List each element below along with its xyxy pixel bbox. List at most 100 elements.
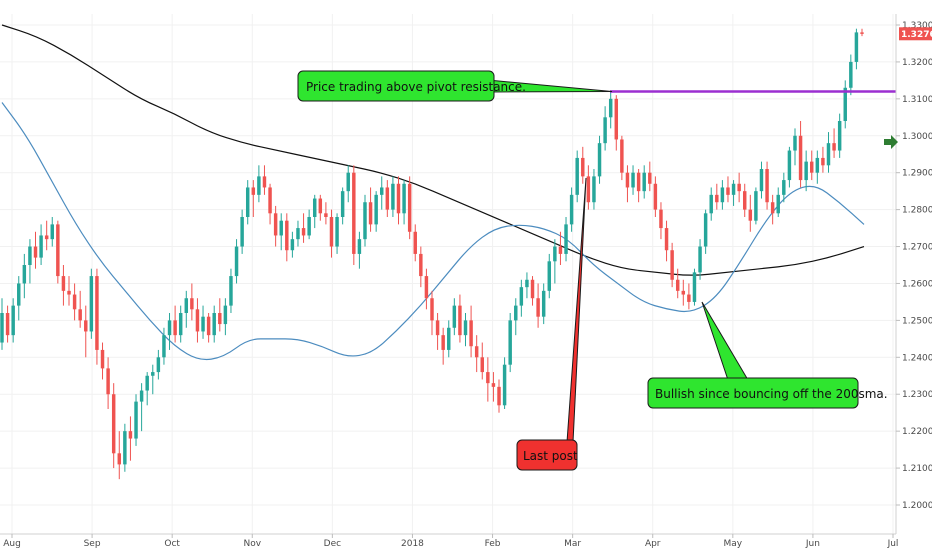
candle (709, 187, 713, 221)
candle (832, 128, 836, 158)
candle-body (218, 313, 222, 325)
candle (737, 172, 741, 203)
candle-body (201, 316, 205, 332)
candle-body (782, 180, 786, 195)
candle (178, 305, 183, 343)
y-tick-label: 1.23000 (902, 390, 932, 400)
x-tick-label: May (724, 539, 743, 549)
candle-body (793, 135, 797, 151)
y-tick-label: 1.24000 (902, 353, 932, 363)
candle (597, 135, 602, 184)
candle (659, 202, 663, 240)
candle (396, 176, 401, 225)
candle (257, 165, 261, 203)
candle (754, 187, 758, 225)
x-tick-label: Jun (805, 539, 820, 549)
y-tick-label: 1.31000 (902, 95, 932, 105)
candle (285, 213, 289, 262)
candle-body (0, 313, 4, 343)
candle (268, 183, 272, 225)
y-axis: 1.33000 1.32000 1.31000 1.30000 1.29000 1.280… (895, 14, 932, 534)
candle (368, 187, 373, 232)
candle (419, 246, 423, 288)
candle-body (424, 276, 429, 299)
callout-last-post-text: Last post (523, 449, 578, 463)
candle (636, 169, 641, 203)
candle-body (156, 357, 161, 373)
candle-body (569, 194, 574, 225)
callout-200sma-tail (701, 301, 749, 381)
candle (463, 313, 468, 347)
candle-body (324, 213, 328, 217)
candle-body (50, 224, 54, 240)
candle-body (329, 217, 334, 247)
candle-body (17, 283, 21, 306)
candle (536, 283, 540, 328)
candle-body (631, 172, 635, 188)
candle-body (458, 305, 462, 336)
candle-body (692, 272, 697, 302)
right-arrow-icon[interactable] (884, 135, 898, 149)
candle-body (837, 121, 842, 151)
candle-body (117, 453, 122, 465)
candle (614, 95, 619, 151)
callout-200sma[interactable]: Bullish since bouncing off the 200sma. (647, 301, 888, 409)
candle (33, 231, 38, 269)
candle-body (357, 239, 362, 254)
candle-body (279, 220, 283, 236)
x-tick-label: 2018 (401, 539, 424, 549)
candle-body (469, 320, 473, 347)
candle-body (190, 298, 194, 310)
x-tick-label: Dec (324, 539, 341, 549)
sma-50-line-group (1, 102, 865, 361)
candle (519, 279, 524, 317)
callout-last-post[interactable]: Last post (516, 177, 587, 471)
candle-body (754, 191, 758, 221)
y-tick-label: 1.25000 (902, 316, 932, 326)
candle (357, 231, 362, 269)
y-tick-label: 1.28000 (902, 206, 932, 216)
candle (22, 253, 27, 299)
candle (787, 146, 792, 188)
candle-body (614, 98, 619, 140)
candle (100, 342, 105, 380)
candle-body (391, 183, 395, 210)
candle-body (497, 386, 501, 406)
candle-body (832, 143, 836, 151)
last-price-tag: 1.32762 (899, 27, 932, 41)
candle-body (821, 157, 825, 166)
candle (474, 335, 479, 373)
candle-body (770, 202, 775, 214)
candle (491, 372, 496, 402)
candle-body (592, 176, 596, 203)
candle (793, 128, 797, 166)
candle-body (78, 309, 82, 321)
candle (575, 150, 579, 203)
candle-body (664, 228, 669, 251)
candle-body (173, 320, 177, 336)
candle-body (240, 217, 244, 247)
candle (223, 298, 228, 336)
candle-body (346, 172, 350, 192)
candle (335, 213, 339, 254)
candle (301, 213, 306, 243)
candle (502, 357, 507, 409)
candle (72, 283, 77, 321)
callout-pivot[interactable]: Price trading above pivot resistance. (297, 70, 613, 102)
candle (837, 113, 842, 158)
candle-body (575, 157, 579, 195)
candle-body (100, 349, 105, 369)
candle-body (435, 320, 440, 336)
candle-body (5, 313, 10, 336)
candle (843, 80, 847, 129)
candle-body (759, 169, 764, 192)
candle-body (301, 228, 306, 236)
x-tick-label: Sep (84, 539, 101, 549)
candle-body (815, 157, 820, 173)
x-tick-label: Oct (164, 539, 180, 549)
candle-body (486, 372, 490, 384)
candle (218, 298, 222, 332)
candle (167, 313, 172, 350)
candle-body (636, 172, 641, 192)
